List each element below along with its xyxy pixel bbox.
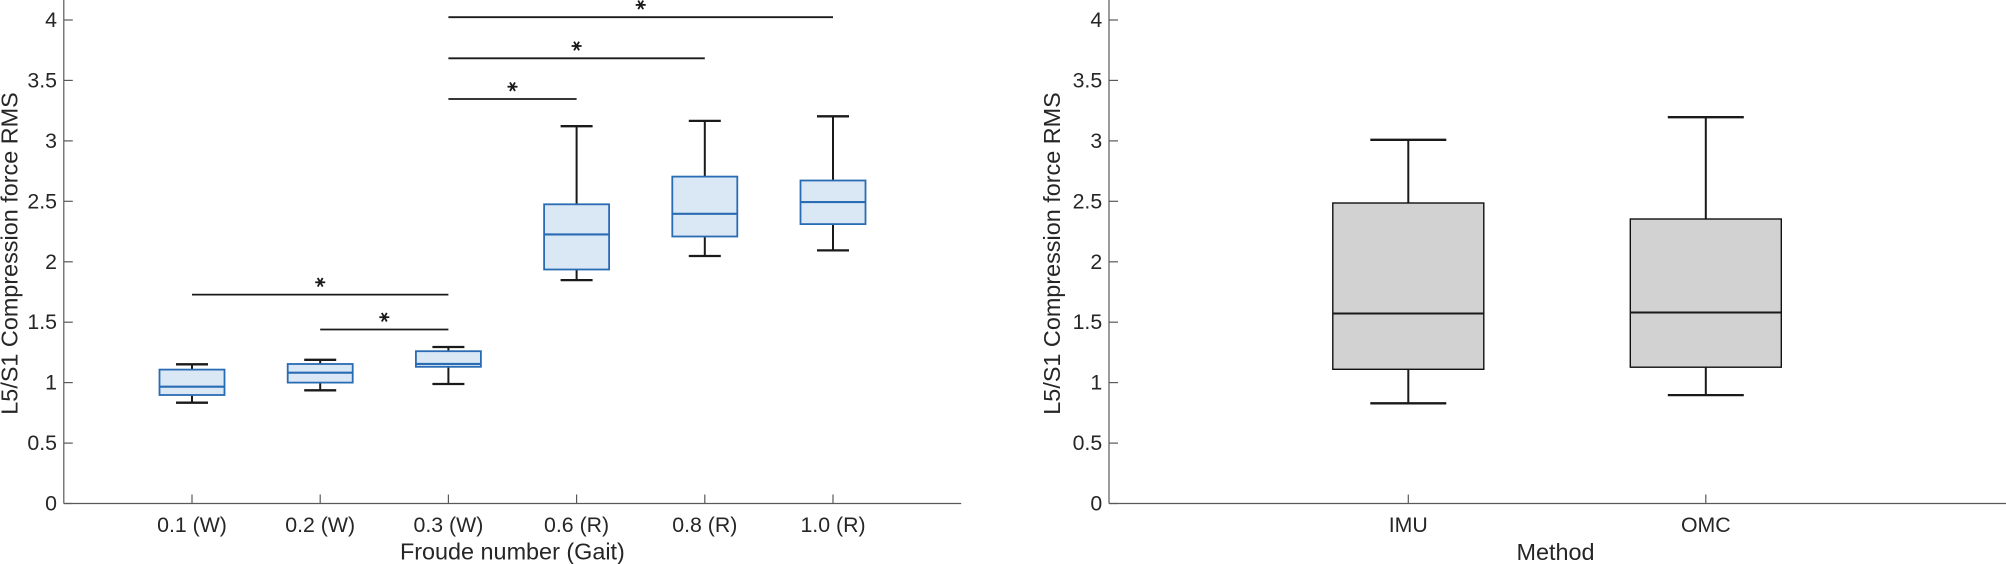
svg-text:3.5: 3.5 — [1073, 69, 1103, 93]
svg-text:1: 1 — [1090, 371, 1102, 395]
svg-text:0.5: 0.5 — [1073, 431, 1103, 455]
svg-text:3: 3 — [1090, 129, 1102, 153]
svg-text:Method: Method — [1516, 539, 1594, 564]
svg-text:L5/S1 Compression force RMS: L5/S1 Compression force RMS — [1039, 92, 1065, 414]
svg-text:3.5: 3.5 — [27, 69, 57, 93]
svg-text:0.8 (R): 0.8 (R) — [672, 513, 737, 537]
svg-text:0.5: 0.5 — [27, 431, 57, 455]
svg-text:4: 4 — [1090, 8, 1102, 32]
svg-text:2.5: 2.5 — [27, 189, 57, 213]
svg-text:2: 2 — [1090, 250, 1102, 274]
svg-text:2.5: 2.5 — [1073, 189, 1103, 213]
svg-text:1.0 (R): 1.0 (R) — [800, 513, 865, 537]
svg-text:3: 3 — [45, 129, 57, 153]
svg-text:0.6 (R): 0.6 (R) — [544, 513, 609, 537]
svg-text:1.5: 1.5 — [1073, 310, 1103, 334]
svg-text:L5/S1 Compression force RMS: L5/S1 Compression force RMS — [0, 92, 23, 414]
svg-text:0.2 (W): 0.2 (W) — [285, 513, 355, 537]
svg-text:1: 1 — [45, 371, 57, 395]
svg-text:4: 4 — [45, 8, 57, 32]
svg-text:1.5: 1.5 — [27, 310, 57, 334]
svg-text:Froude number (Gait): Froude number (Gait) — [400, 539, 625, 564]
svg-text:0: 0 — [45, 492, 57, 516]
svg-text:OMC: OMC — [1681, 513, 1731, 537]
svg-text:0.3 (W): 0.3 (W) — [413, 513, 483, 537]
svg-text:0: 0 — [1090, 492, 1102, 516]
svg-text:2: 2 — [45, 250, 57, 274]
svg-text:IMU: IMU — [1389, 513, 1428, 537]
svg-text:0.1 (W): 0.1 (W) — [157, 513, 227, 537]
